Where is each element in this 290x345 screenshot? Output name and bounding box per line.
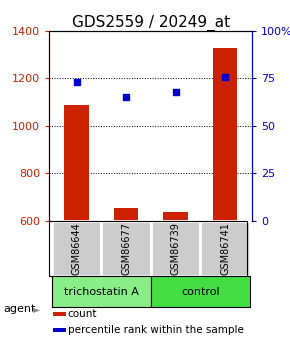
Text: percentile rank within the sample: percentile rank within the sample — [68, 325, 243, 335]
Bar — [151, 221, 200, 276]
Point — [223, 74, 227, 79]
Bar — [114, 208, 138, 345]
Bar — [64, 105, 89, 345]
Bar — [151, 276, 250, 307]
Text: GSM86739: GSM86739 — [171, 222, 181, 275]
Text: GSM86677: GSM86677 — [121, 222, 131, 275]
Point — [124, 95, 128, 100]
Text: GSM86644: GSM86644 — [72, 222, 81, 275]
Text: control: control — [181, 287, 220, 296]
Bar — [52, 221, 101, 276]
Text: GSM86741: GSM86741 — [220, 222, 230, 275]
Bar — [53, 312, 66, 316]
Text: ►: ► — [33, 304, 41, 314]
Bar — [53, 328, 66, 332]
Bar — [200, 221, 250, 276]
Text: trichostatin A: trichostatin A — [64, 287, 139, 296]
Bar — [52, 276, 151, 307]
Text: count: count — [68, 309, 97, 319]
Title: GDS2559 / 20249_at: GDS2559 / 20249_at — [72, 15, 230, 31]
Bar — [101, 221, 151, 276]
Text: agent: agent — [3, 304, 35, 314]
Bar — [213, 48, 238, 345]
Point — [74, 80, 79, 85]
Bar — [163, 213, 188, 345]
Point — [173, 89, 178, 95]
